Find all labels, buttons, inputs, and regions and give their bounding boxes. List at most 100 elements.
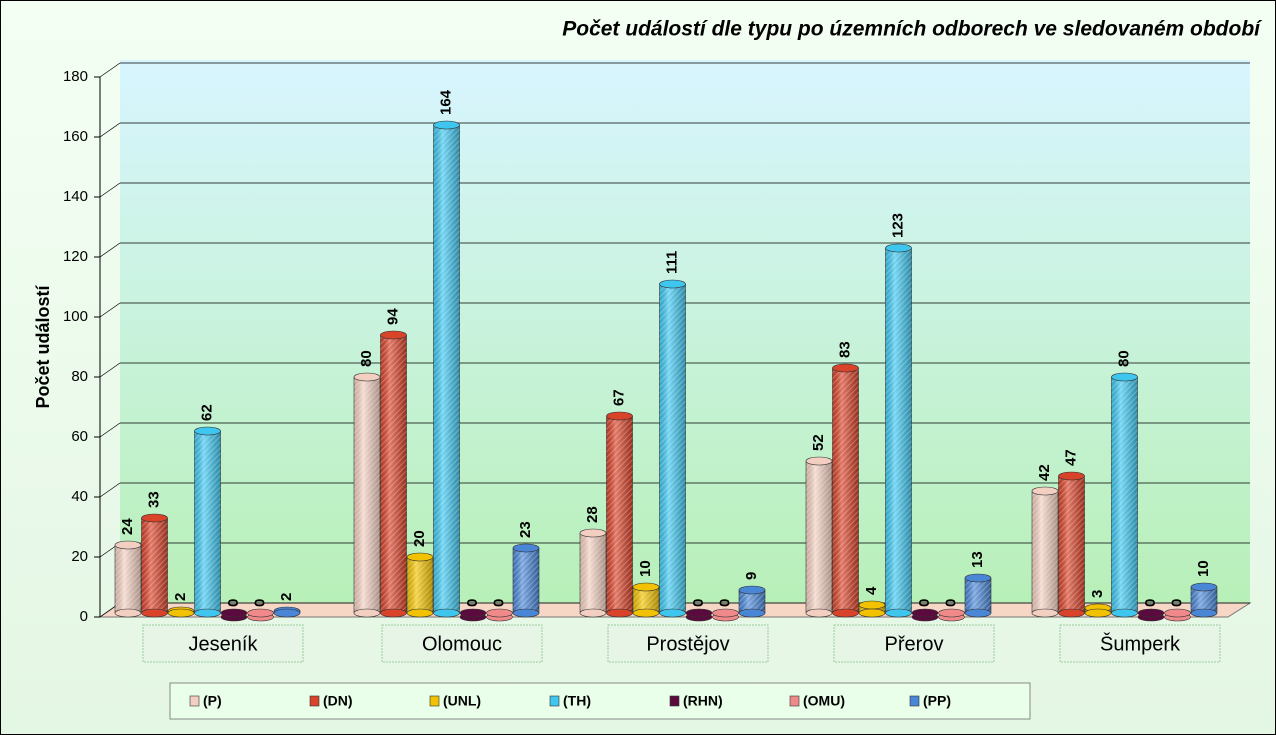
bar	[579, 528, 607, 618]
grid-line	[99, 302, 121, 318]
legend	[169, 682, 1031, 720]
legend-swatch	[189, 695, 200, 707]
bar-base	[486, 608, 513, 618]
bar-base	[220, 608, 248, 618]
bar-base	[167, 608, 195, 618]
bar	[858, 600, 886, 618]
bar-cap	[858, 600, 886, 610]
bar-hatch	[580, 533, 606, 613]
bar-cap	[659, 279, 686, 289]
data-label: 52	[810, 434, 827, 451]
bar-hatch	[885, 248, 912, 613]
bar	[738, 585, 766, 618]
data-label: 0	[942, 599, 959, 607]
bar-base	[273, 608, 301, 618]
bar	[486, 608, 513, 622]
data-label: 10	[637, 560, 654, 577]
bar-cap	[1111, 372, 1138, 382]
bar-base	[1058, 608, 1085, 618]
bar-cap	[1190, 582, 1218, 592]
bar-hatch	[1058, 476, 1085, 613]
y-tick-label: 0	[80, 608, 88, 625]
y-tick-label: 180	[63, 68, 88, 85]
bar	[712, 608, 739, 622]
bar-base	[805, 608, 833, 618]
data-label: 0	[464, 599, 481, 607]
category-box	[1059, 624, 1221, 663]
y-tick-label: 140	[63, 188, 88, 205]
legend-label: (DN)	[323, 693, 353, 709]
bar-base	[606, 608, 633, 618]
bar-hatch	[806, 461, 832, 613]
bar-base	[659, 608, 686, 618]
data-label: 67	[610, 389, 627, 406]
bar-cap	[606, 411, 633, 421]
bar-cap	[114, 540, 142, 550]
bar-hatch	[832, 368, 859, 613]
bar-base	[353, 608, 381, 618]
x-tick-label: Olomouc	[422, 633, 502, 655]
bar-base	[380, 608, 407, 618]
bar	[606, 411, 633, 618]
data-label: 0	[225, 599, 242, 607]
data-label: 23	[517, 521, 534, 538]
data-label: 164	[437, 89, 454, 115]
category-box	[142, 624, 304, 663]
grid-line	[99, 182, 121, 198]
bar-hatch	[380, 335, 407, 613]
bar-base	[738, 608, 766, 618]
legend-label: (RHN)	[683, 693, 723, 709]
bar-base	[858, 608, 886, 618]
bar	[1084, 603, 1112, 618]
bar-cap	[805, 456, 833, 466]
bar	[1190, 582, 1218, 618]
bar	[1111, 372, 1138, 618]
y-axis-label: Počet událostí	[33, 284, 53, 408]
bar-cap	[579, 528, 607, 538]
bar-base	[938, 608, 965, 618]
bar	[805, 456, 833, 618]
bar-cap	[433, 120, 460, 130]
legend-label: (P)	[203, 693, 222, 709]
bar-hatch	[739, 590, 765, 613]
category-box	[381, 624, 543, 663]
bar	[141, 513, 168, 618]
bar-cap	[380, 330, 407, 340]
legend-label: (PP)	[923, 693, 951, 709]
bar	[380, 330, 407, 618]
legend-swatch	[549, 695, 560, 707]
bar-cap	[353, 372, 381, 382]
category-box	[833, 624, 995, 663]
legend-label: (UNL)	[443, 693, 481, 709]
bar	[114, 540, 142, 618]
bar	[273, 606, 301, 618]
data-label: 33	[145, 491, 162, 508]
grid-line	[99, 362, 121, 378]
bar	[911, 608, 939, 622]
bar	[1164, 608, 1191, 622]
bar	[220, 608, 248, 622]
data-label: 24	[119, 518, 136, 535]
grid-line	[99, 122, 121, 138]
bar-hatch	[1111, 377, 1138, 613]
bar-base	[712, 608, 739, 618]
legend-swatch	[309, 695, 320, 707]
y-tick-label: 20	[71, 548, 88, 565]
bar-cap	[141, 513, 168, 523]
y-tick-label: 40	[71, 488, 88, 505]
data-label: 0	[1142, 599, 1159, 607]
bar	[194, 426, 221, 618]
y-tick-label: 60	[71, 428, 88, 445]
bar-hatch	[659, 284, 686, 613]
bar-hatch	[115, 545, 141, 613]
bar-base	[247, 608, 274, 618]
bar-hatch	[633, 587, 659, 613]
x-tick-label: Prostějov	[646, 633, 729, 655]
bar-hatch	[407, 557, 433, 613]
bar	[459, 608, 487, 622]
bar-hatch	[606, 416, 633, 613]
bar-hatch	[1191, 587, 1217, 613]
bar-base	[1190, 608, 1218, 618]
bar-base	[1031, 608, 1059, 618]
legend-label: (OMU)	[803, 693, 845, 709]
